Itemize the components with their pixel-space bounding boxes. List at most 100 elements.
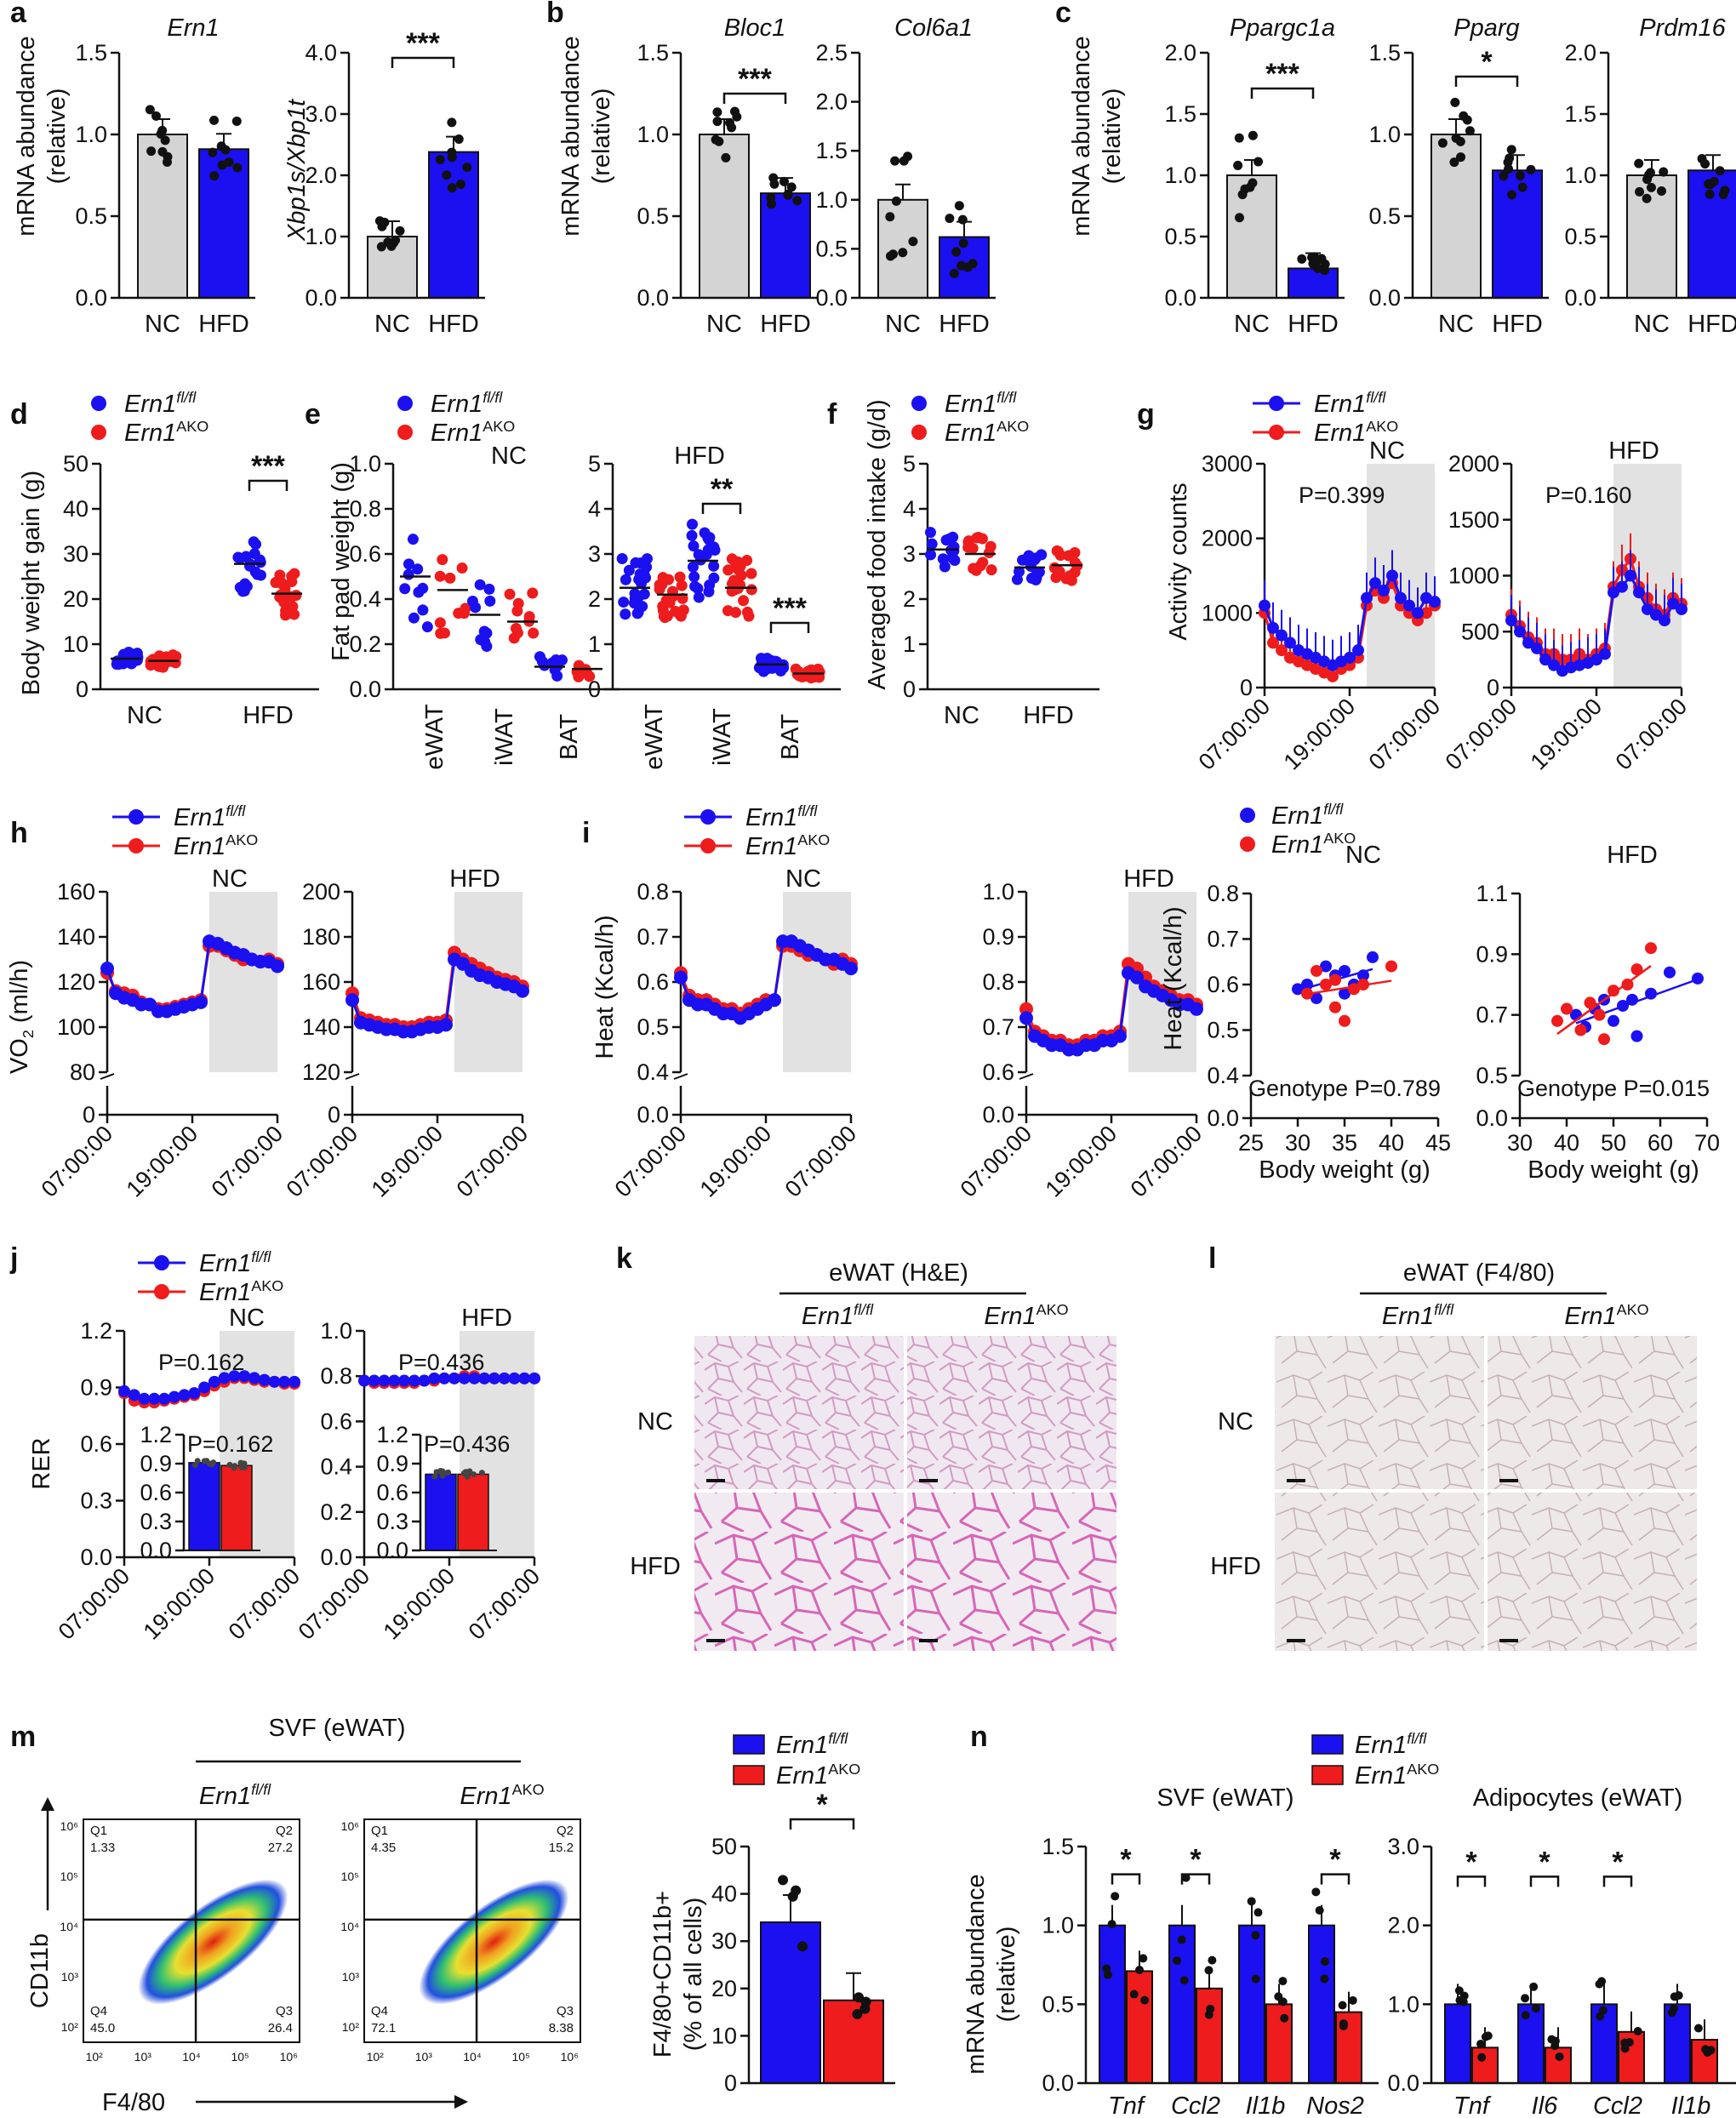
data-point xyxy=(248,548,260,560)
data-point xyxy=(460,602,471,614)
data-point xyxy=(977,557,989,568)
y-tick-label: 80 xyxy=(70,1059,95,1085)
label-part: Ern1 xyxy=(431,391,483,418)
data-point xyxy=(947,553,959,565)
data-point xyxy=(448,1372,460,1384)
label-part: fl/fl xyxy=(797,802,818,819)
y-tick-label: 200 xyxy=(302,879,340,905)
data-point xyxy=(417,604,429,616)
data-point xyxy=(439,1472,446,1479)
data-point xyxy=(1420,607,1432,619)
label-part: fl/fl xyxy=(1366,389,1386,406)
data-point xyxy=(376,242,386,252)
y-tick-label: 0.4 xyxy=(637,1059,669,1085)
data-point xyxy=(1625,569,1636,582)
y-tick-label: 0.5 xyxy=(1164,224,1196,249)
data-point xyxy=(395,226,405,236)
dark-phase-shade xyxy=(783,892,851,1072)
y-tick-label: 0.0 xyxy=(637,1102,669,1128)
time-tick-label: 07:00:00 xyxy=(452,1121,534,1202)
data-point xyxy=(468,1372,481,1384)
flow-y-tick: 10⁵ xyxy=(341,1870,359,1883)
bar xyxy=(1126,1970,1153,2084)
y-tick-label: 0.5 xyxy=(1476,1063,1508,1088)
data-point xyxy=(206,1460,213,1467)
data-point xyxy=(248,536,260,548)
label-part: fl/fl xyxy=(251,1248,271,1265)
time-tick-label: 07:00:00 xyxy=(54,1563,135,1645)
x-tick-label: Il1b xyxy=(1246,2092,1286,2118)
y-tick-label: 4.0 xyxy=(305,40,337,66)
y-tick-label: 3.0 xyxy=(305,101,337,127)
label-part: Ern1 xyxy=(1355,1762,1407,1790)
panel-letter-h: h xyxy=(10,817,28,849)
data-point xyxy=(216,141,226,151)
data-point xyxy=(852,2008,863,2019)
data-point xyxy=(218,1372,231,1384)
dark-phase-shade xyxy=(209,892,277,1072)
data-point xyxy=(1190,1002,1203,1016)
data-point xyxy=(1450,97,1460,107)
data-point xyxy=(1367,951,1379,963)
x-tick-label: Ccl2 xyxy=(1171,2092,1220,2118)
y-tick-label: 2.0 xyxy=(815,89,848,115)
data-point xyxy=(1014,566,1025,578)
data-point xyxy=(618,597,630,608)
y-tick-label: 0.3 xyxy=(376,1509,408,1534)
data-point xyxy=(1642,193,1652,203)
significance-bracket xyxy=(1250,87,1315,99)
data-point xyxy=(435,627,447,639)
y-tick-label: 1000 xyxy=(1202,600,1253,625)
bar xyxy=(198,148,249,299)
data-point xyxy=(170,650,182,662)
legend-label-ako: Ern1AKO xyxy=(945,418,1029,447)
data-point xyxy=(1449,157,1459,168)
legend-marker-flfl xyxy=(154,1255,169,1270)
data-point xyxy=(1339,964,1351,977)
x-tick-label: HFD xyxy=(939,311,990,338)
data-point xyxy=(278,597,290,608)
data-point xyxy=(444,1470,451,1476)
data-point xyxy=(168,1390,180,1403)
label-part: Ern1 xyxy=(124,420,176,447)
data-point xyxy=(1642,602,1653,615)
data-point xyxy=(1630,963,1643,976)
data-point xyxy=(693,591,705,603)
legend-marker-flfl xyxy=(128,809,144,825)
he-hfd-ako-image xyxy=(907,1493,1116,1651)
label-part: fl/fl xyxy=(996,389,1017,406)
y-tick-label: 0.5 xyxy=(1042,1991,1074,2017)
data-point xyxy=(1506,145,1516,155)
data-point xyxy=(1204,1966,1213,1975)
flow-x-tick: 10⁶ xyxy=(280,2050,298,2064)
y-tick-label: 1.0 xyxy=(1564,163,1596,188)
data-point xyxy=(138,1392,151,1405)
label-part: fl/fl xyxy=(828,1730,848,1747)
f480-hfd-flfl-image xyxy=(1275,1493,1484,1651)
data-point xyxy=(528,1372,540,1384)
data-point xyxy=(657,605,669,617)
legend-label-ako: Ern1AKO xyxy=(431,418,515,447)
data-point xyxy=(584,671,596,682)
label-part: fl/fl xyxy=(854,1301,874,1318)
y-tick-label: 0.6 xyxy=(376,1480,408,1505)
flow-x-tick: 10⁶ xyxy=(561,2050,579,2064)
label-part: AKO xyxy=(1617,1301,1649,1318)
data-point xyxy=(151,111,161,121)
data-point xyxy=(418,1374,431,1387)
inset-bar xyxy=(425,1473,457,1551)
x-tick-label: NC xyxy=(1438,311,1474,338)
data-point xyxy=(774,665,786,677)
data-point xyxy=(677,604,689,616)
y-tick-label: 0.0 xyxy=(80,1544,112,1570)
quadrant-label: Q3 xyxy=(557,2004,574,2018)
y-tick-label: 0.0 xyxy=(1564,285,1596,311)
flow-y-tick: 10² xyxy=(61,2020,79,2034)
data-point xyxy=(194,1458,201,1464)
data-point xyxy=(1311,964,1322,977)
significance-label: * xyxy=(1120,1844,1132,1876)
data-point xyxy=(1378,585,1390,597)
y-tick-label: 1.5 xyxy=(1164,101,1196,127)
data-point xyxy=(146,146,157,157)
y-tick-label: 1.0 xyxy=(1042,1913,1074,1938)
